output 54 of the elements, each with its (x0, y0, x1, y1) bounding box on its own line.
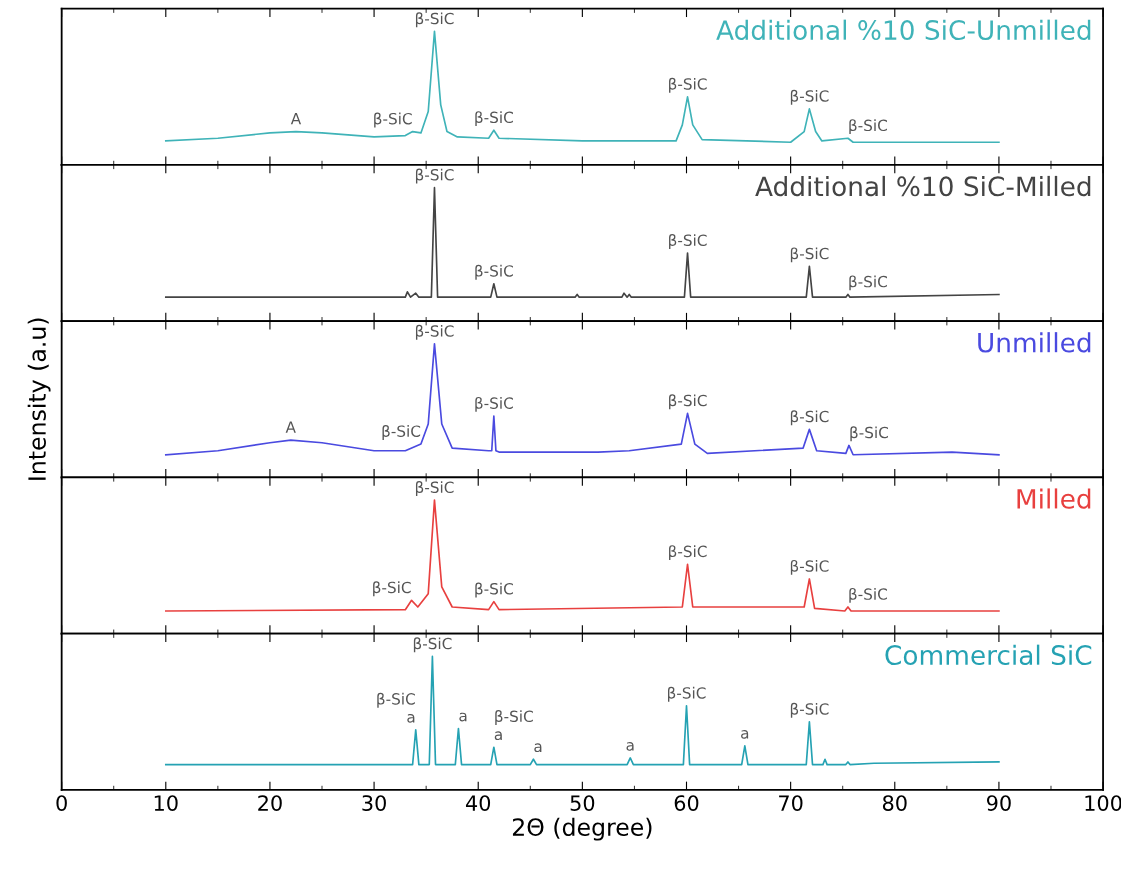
annotation: a (534, 743, 542, 753)
x-tick-label: 100 (1085, 795, 1121, 811)
x-tick-label: 90 (986, 795, 1011, 811)
annotation: a (494, 731, 502, 741)
annotation: β-SiC (475, 264, 513, 280)
annotation: a (407, 713, 415, 723)
text: Unmilled (978, 332, 1091, 353)
annotation: β-SiC (475, 582, 513, 598)
annotation: β-SiC (669, 77, 707, 93)
annotation: β-SiC (377, 692, 415, 708)
annotation: β-SiC (415, 324, 454, 340)
annotation: β-SiC (669, 545, 707, 561)
annotation: β-SiC (373, 581, 411, 597)
x-tick-label: 10 (154, 795, 178, 811)
x-tick-label: 20 (258, 795, 282, 811)
annotation: β-SiC (790, 559, 829, 575)
x-tick-label: 50 (570, 795, 595, 811)
x-tick-label: 40 (465, 795, 491, 811)
annotation: β-SiC (849, 119, 887, 135)
text: Additional %10 SiC-Unmilled (716, 19, 1091, 41)
annotation: A (290, 113, 302, 125)
annotation: β-SiC (415, 12, 454, 28)
annotation: β-SiC (669, 394, 707, 410)
annotation: β-SiC (382, 425, 421, 440)
annotation: β-SiC (668, 686, 706, 702)
annotation: β-SiC (475, 396, 513, 412)
annotation: β-SiC (790, 247, 829, 263)
text: Commercial SiC (885, 644, 1092, 666)
annotation: a (459, 712, 467, 722)
annotation: β-SiC (669, 234, 707, 249)
annotation: A (285, 421, 296, 433)
annotation: β-SiC (475, 111, 513, 127)
x-tick-label: 70 (779, 795, 803, 811)
annotation: β-SiC (415, 168, 454, 184)
annotation: β-SiC (790, 89, 829, 105)
x-tick-label: 30 (362, 795, 386, 811)
annotation: β-SiC (849, 587, 887, 603)
annotation: β-SiC (790, 702, 829, 718)
annotation: β-SiC (849, 275, 887, 291)
x-tick-label: 60 (674, 795, 699, 811)
annotation: β-SiC (413, 637, 452, 653)
annotation: β-SiC (415, 481, 454, 496)
x-tick-label: 80 (882, 795, 907, 811)
text: Milled (1017, 488, 1091, 509)
annotation: a (626, 742, 634, 751)
text: Additional %10 SiC-Milled (755, 175, 1091, 197)
y-axis-title: Intensity (a.u) (27, 318, 51, 480)
annotation: a (741, 729, 749, 739)
annotation: β-SiC (495, 710, 533, 725)
x-axis-title: 2Θ (degree) (512, 817, 652, 841)
annotation: β-SiC (790, 410, 829, 426)
x-tick-label: 0 (56, 795, 67, 811)
annotation: β-SiC (374, 112, 412, 128)
annotation: β-SiC (850, 426, 889, 442)
